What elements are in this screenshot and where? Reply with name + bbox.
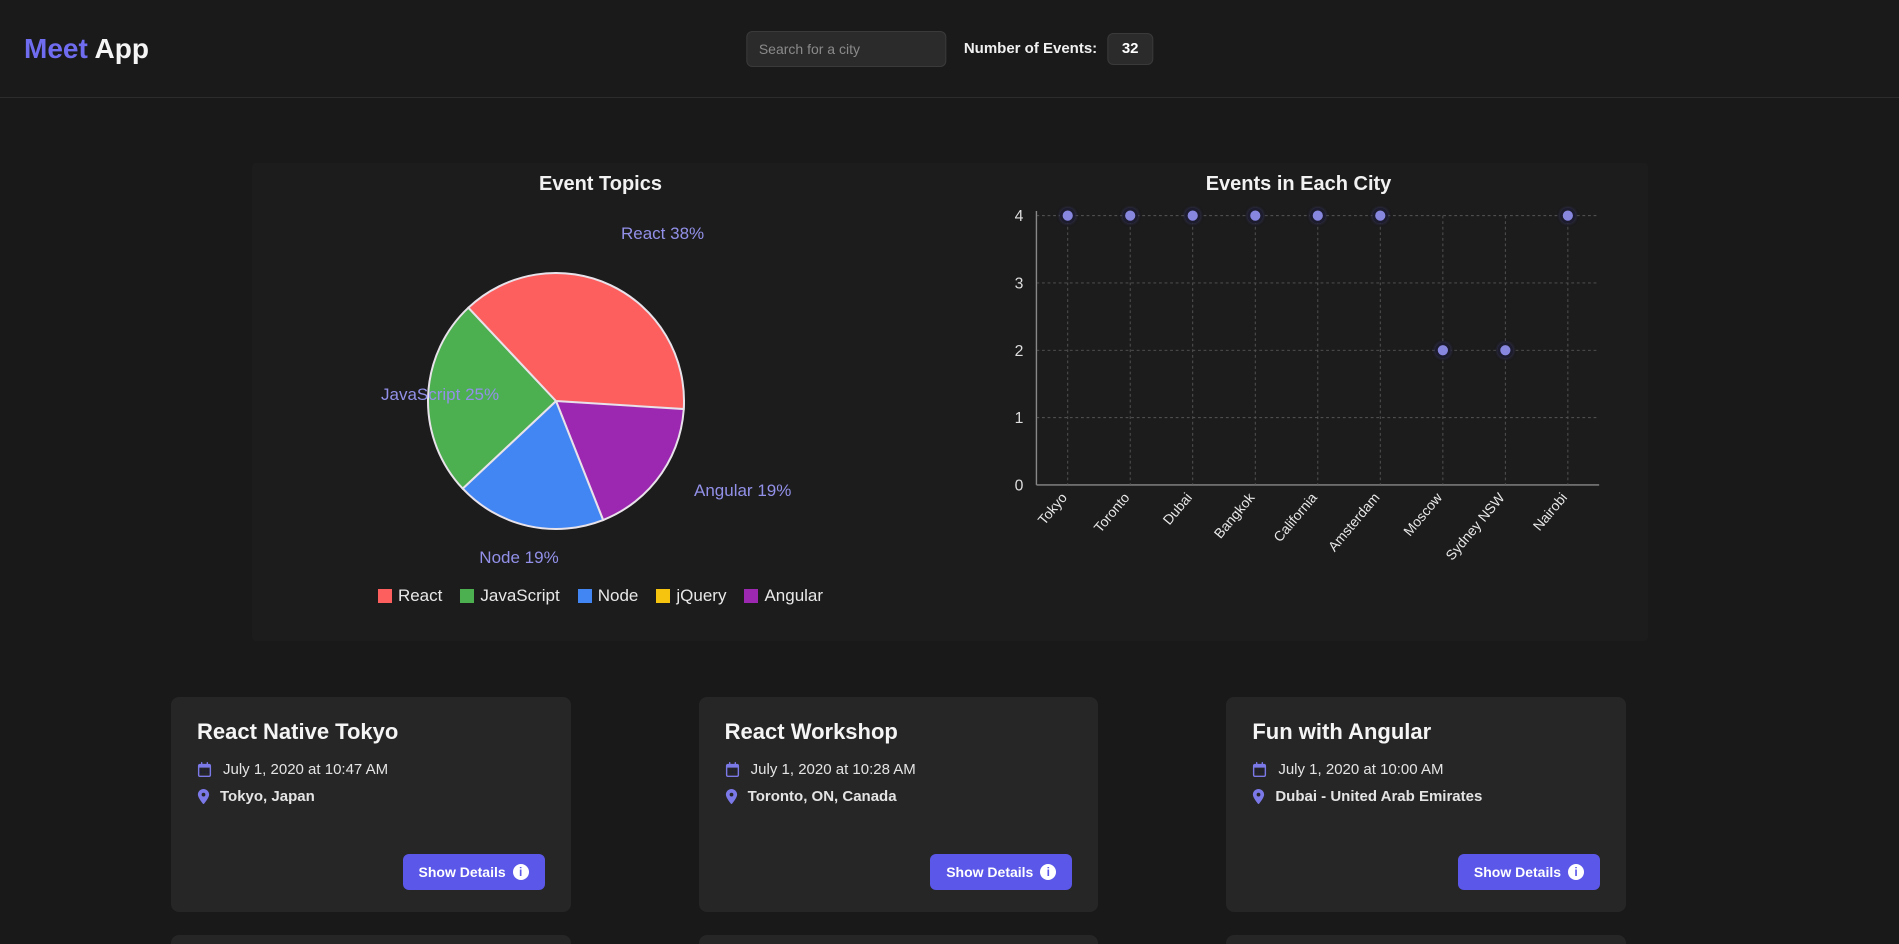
svg-text:Nairobi: Nairobi [1529,490,1570,534]
svg-text:Sydney NSW: Sydney NSW [1442,489,1508,563]
svg-text:4: 4 [1014,208,1023,225]
svg-text:Dubai: Dubai [1159,490,1195,528]
svg-text:Moscow: Moscow [1400,489,1446,539]
svg-text:2: 2 [1014,343,1023,360]
svg-text:React 38%: React 38% [621,224,704,243]
svg-text:Toronto: Toronto [1090,489,1132,535]
svg-text:Tokyo: Tokyo [1034,489,1070,527]
svg-text:1: 1 [1014,410,1023,427]
svg-text:JavaScript 25%: JavaScript 25% [381,385,499,404]
svg-text:Node 19%: Node 19% [479,548,558,567]
svg-text:3: 3 [1014,276,1023,293]
svg-text:Amsterdam: Amsterdam [1324,490,1382,555]
svg-text:Bangkok: Bangkok [1210,490,1257,542]
svg-text:California: California [1270,489,1320,544]
svg-text:0: 0 [1014,478,1023,495]
svg-text:Angular 19%: Angular 19% [694,481,791,500]
